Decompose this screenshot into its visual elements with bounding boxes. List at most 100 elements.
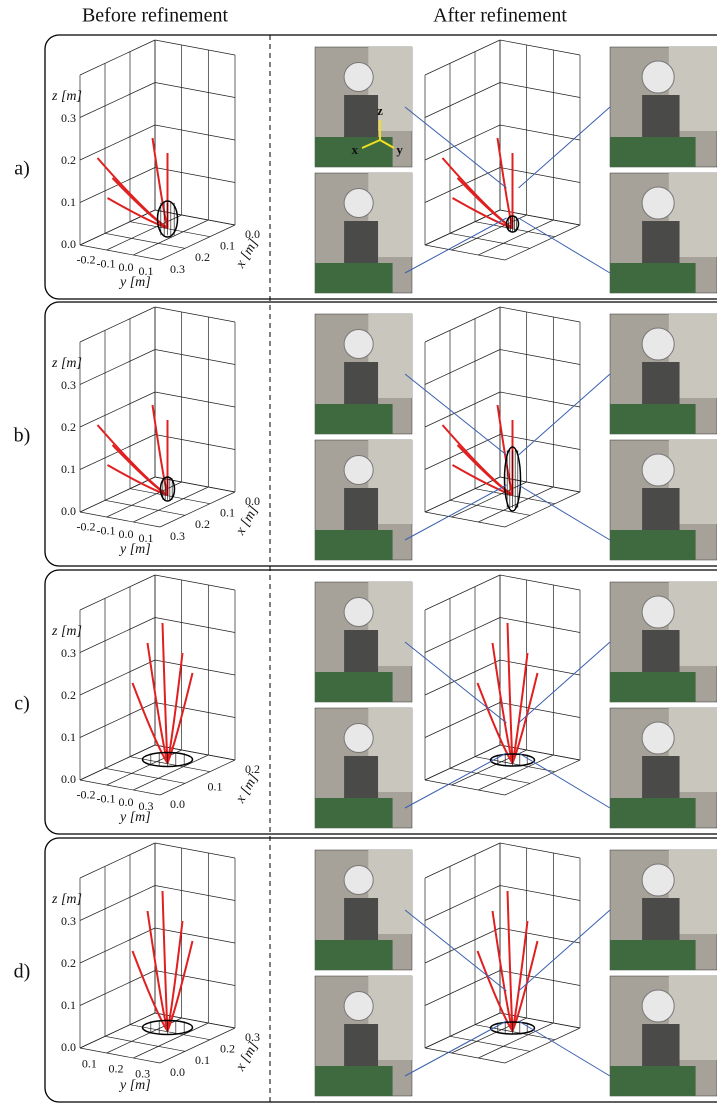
- plot-grid-line: [425, 971, 500, 1006]
- trajectory: [513, 921, 528, 1031]
- plot-grid-line: [80, 307, 155, 342]
- plot-grid-line: [500, 350, 580, 365]
- x-tick-label: 0.1: [208, 779, 223, 793]
- plot-grid-line: [80, 660, 155, 695]
- plot-grid-line: [450, 1036, 530, 1051]
- arrow: [405, 642, 507, 723]
- panel-label: d): [14, 961, 31, 983]
- trajectory: [133, 683, 168, 763]
- plot-grid-line: [133, 755, 208, 790]
- plot-grid-line: [80, 703, 155, 738]
- plot-grid-line: [425, 168, 500, 203]
- table: [610, 798, 696, 828]
- plot-grid-line: [80, 618, 155, 653]
- trajectory: [133, 951, 168, 1031]
- x-tick-label: 0.3: [170, 529, 185, 543]
- arrow: [405, 910, 507, 991]
- z-tick-label: 0.0: [61, 1040, 76, 1054]
- robot-head: [344, 597, 373, 626]
- y-tick-label: -0.2: [77, 253, 96, 267]
- arrow: [519, 642, 611, 723]
- plot-grid-line: [155, 660, 235, 675]
- x-axis-label: x [m]: [233, 1039, 262, 1074]
- z-tick-label: 0.2: [61, 420, 76, 434]
- arrow: [519, 753, 611, 808]
- z-tick-label: 0.1: [61, 730, 76, 744]
- z-tick-label: 0.3: [61, 111, 76, 125]
- plot-grid-line: [425, 392, 500, 427]
- x-axis-label: x [m]: [233, 771, 262, 806]
- plot-grid-line: [425, 83, 500, 118]
- plot-grid-line: [80, 886, 155, 921]
- plot-grid-line: [500, 703, 580, 718]
- plot-grid-line: [425, 245, 505, 260]
- y-tick-label: 0.1: [82, 1056, 97, 1070]
- plot-grid-line: [80, 843, 155, 878]
- table: [610, 404, 696, 434]
- z-tick-label: 0.3: [61, 646, 76, 660]
- robot-head: [344, 865, 373, 894]
- y-axis-label: y [m]: [118, 275, 151, 290]
- plot-grid-line: [155, 843, 235, 858]
- plot-grid-line: [500, 660, 580, 675]
- arrow: [519, 910, 611, 991]
- robot-head: [642, 61, 674, 93]
- y-tick-label: 0.2: [109, 1061, 124, 1075]
- x-tick-label: 0.1: [220, 505, 235, 519]
- table: [315, 672, 393, 702]
- robot-head: [344, 991, 373, 1020]
- arrow: [405, 753, 507, 808]
- robot-head: [642, 722, 674, 754]
- panel-label: a): [14, 158, 30, 180]
- x-tick-label: 0.1: [220, 238, 235, 252]
- arrow: [519, 1021, 611, 1076]
- plot-grid-line: [425, 780, 505, 795]
- plot-grid-line: [425, 843, 500, 878]
- plot-grid-line: [105, 233, 185, 248]
- z-axis-label: z [m]: [51, 356, 82, 371]
- plot-grid-line: [452, 215, 527, 250]
- z-tick-label: 0.0: [61, 237, 76, 251]
- plot-grid-line: [80, 168, 155, 203]
- x-tick-label: 0.1: [195, 1053, 210, 1067]
- y-axis-label: y [m]: [118, 810, 151, 825]
- robot-head: [642, 187, 674, 219]
- y-axis-label: y [m]: [118, 542, 151, 557]
- plot-grid-line: [425, 886, 500, 921]
- table: [315, 263, 393, 293]
- z-tick-label: 0.0: [61, 504, 76, 518]
- z-tick-label: 0.2: [61, 688, 76, 702]
- plot-grid-line: [155, 307, 235, 322]
- plot-grid-line: [105, 768, 185, 783]
- panel: b)0.00.10.20.3z [m]-0.2-0.10.00.1y [m]0.…: [14, 302, 717, 566]
- table: [315, 530, 393, 560]
- panel: a)0.00.10.20.3z [m]-0.2-0.10.00.1y [m]0.…: [14, 35, 717, 299]
- plot-grid-line: [500, 843, 580, 858]
- plot-grid-line: [80, 350, 155, 385]
- plot-grid-line: [155, 971, 235, 986]
- plot-grid-line: [155, 618, 235, 633]
- plot-grid-line: [155, 886, 235, 901]
- plot-grid-line: [425, 928, 500, 963]
- plot-grid-line: [105, 1036, 185, 1051]
- robot-head: [642, 990, 674, 1022]
- x-tick-label: 0.2: [195, 250, 210, 264]
- column-header: After refinement: [433, 5, 567, 27]
- plot-grid-line: [500, 307, 580, 322]
- y-tick-label: -0.1: [97, 256, 116, 270]
- z-tick-label: 0.3: [61, 914, 76, 928]
- arrow: [405, 218, 507, 273]
- figure: Before refinement After refinement a)0.0…: [0, 0, 717, 1106]
- table: [315, 940, 393, 970]
- plot-grid-line: [425, 575, 500, 610]
- x-axis-label: x [m]: [233, 236, 262, 271]
- x-tick-label: 0.0: [170, 1065, 185, 1079]
- robot-head: [344, 329, 373, 358]
- y-axis-label: y [m]: [118, 1078, 151, 1093]
- trajectory: [168, 653, 183, 763]
- arrow: [519, 485, 611, 540]
- robot-head: [642, 328, 674, 360]
- robot-head: [642, 596, 674, 628]
- robot-head: [344, 455, 373, 484]
- z-tick-label: 0.2: [61, 153, 76, 167]
